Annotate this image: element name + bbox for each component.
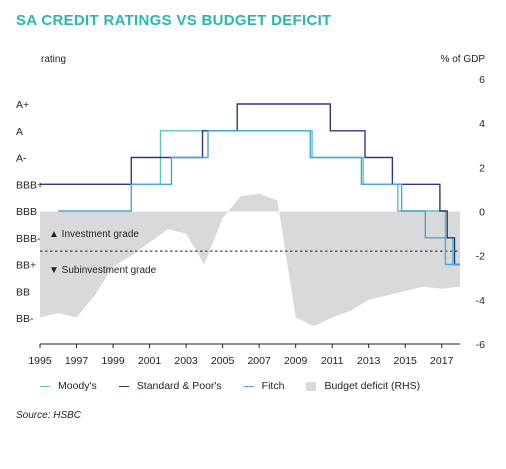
- y-right-axis-label: % of GDP: [441, 54, 486, 65]
- source-note: Source: HSBC: [16, 410, 82, 421]
- y-right-tick-label: -4: [476, 295, 485, 307]
- annotation-investment-grade: ▲ Investment grade: [49, 229, 139, 240]
- y-left-tick-label: A+: [16, 99, 29, 111]
- y-right-tick-label: 0: [479, 207, 485, 219]
- y-right-tick-label: -6: [476, 339, 485, 351]
- legend-label-moodys: Moody's: [58, 380, 97, 392]
- y-left-tick-label: BB+: [16, 260, 36, 272]
- y-left-axis-label: rating: [41, 54, 66, 65]
- x-tick-label: 2011: [321, 355, 344, 367]
- legend-label-deficit: Budget deficit (RHS): [324, 380, 421, 392]
- x-tick-label: 2003: [174, 355, 198, 367]
- legend-swatch-fitch: [243, 385, 254, 387]
- y-left-tick-label: BB: [16, 286, 30, 298]
- legend-item-sp: Standard & Poor's: [118, 380, 222, 392]
- y-left-tick-label: A-: [16, 153, 27, 165]
- legend-item-moodys: Moody's: [40, 380, 97, 392]
- y-left-tick-label: A: [16, 126, 23, 138]
- x-tick-label: 2009: [284, 355, 308, 367]
- x-tick-label: 1999: [101, 355, 125, 367]
- deficit-area: [40, 193, 460, 327]
- x-tick-label: 2017: [430, 355, 454, 367]
- x-tick-label: 2015: [394, 355, 418, 367]
- y-right-tick-label: 6: [479, 74, 485, 86]
- legend-swatch-moodys: [40, 385, 50, 387]
- legend-item-deficit: Budget deficit (RHS): [306, 380, 420, 392]
- legend-swatch-deficit: [306, 381, 317, 391]
- y-left-tick-label: BBB+: [16, 179, 43, 191]
- legend-label-sp: Standard & Poor's: [136, 380, 222, 392]
- x-tick-label: 2005: [211, 355, 235, 367]
- x-tick-label: 2007: [247, 355, 271, 367]
- legend-swatch-sp: [118, 385, 129, 387]
- y-left-tick-label: BBB: [16, 206, 37, 218]
- y-left-tick-label: BB-: [16, 313, 34, 325]
- y-left-tick-label: BBB-: [16, 233, 41, 245]
- series-line-fitch: [58, 130, 460, 266]
- x-tick-label: 1995: [28, 355, 52, 367]
- x-tick-label: 2013: [357, 355, 381, 367]
- annotation-subinvestment-grade: ▼ Subinvestment grade: [49, 265, 157, 276]
- chart-plot: 1995 1997 1999 2001 2003 2005 2007 2009 2011 2013…: [16, 54, 486, 367]
- y-right-tick-label: -2: [476, 251, 485, 263]
- chart-title: SA CREDIT RATINGS VS BUDGET DEFICIT: [16, 12, 332, 29]
- x-tick-label: 1997: [65, 355, 89, 367]
- legend-label-fitch: Fitch: [261, 380, 285, 392]
- legend: Moody's Standard & Poor's Fitch Budget d…: [40, 380, 442, 392]
- y-right-tick-label: 2: [479, 162, 485, 174]
- y-right-tick-label: 4: [479, 118, 485, 130]
- x-tick-label: 2001: [138, 355, 162, 367]
- legend-item-fitch: Fitch: [243, 380, 285, 392]
